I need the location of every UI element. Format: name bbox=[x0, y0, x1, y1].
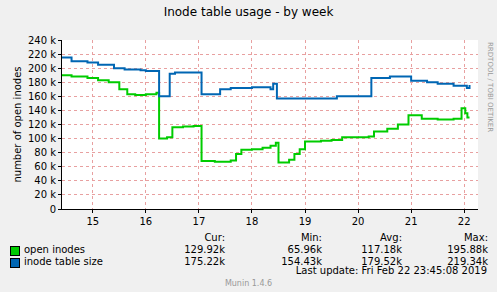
svg-text:100 k: 100 k bbox=[28, 133, 56, 144]
svg-text:19: 19 bbox=[299, 216, 312, 227]
svg-text:number of open inodes: number of open inodes bbox=[12, 66, 23, 182]
svg-text:17: 17 bbox=[193, 216, 206, 227]
svg-text:0: 0 bbox=[50, 204, 56, 215]
svg-text:20: 20 bbox=[352, 216, 365, 227]
svg-text:180 k: 180 k bbox=[28, 77, 56, 88]
svg-text:Inode table usage - by week: Inode table usage - by week bbox=[164, 5, 334, 19]
html-text:inode table size: inode table size bbox=[24, 256, 103, 267]
svg-text:140 k: 140 k bbox=[28, 105, 56, 116]
html-text:65.96k: 65.96k bbox=[287, 244, 322, 255]
html-text:open inodes: open inodes bbox=[24, 244, 86, 255]
svg-text:60 k: 60 k bbox=[34, 161, 56, 172]
html-text:117.18k: 117.18k bbox=[361, 244, 402, 255]
html-text:154.43k: 154.43k bbox=[281, 256, 322, 267]
html-text:Min:: Min: bbox=[300, 232, 322, 243]
svg-text:20 k: 20 k bbox=[34, 189, 56, 200]
html-text:Cur:: Cur: bbox=[204, 232, 225, 243]
svg-text:18: 18 bbox=[246, 216, 259, 227]
svg-text:120 k: 120 k bbox=[28, 119, 56, 130]
html-text:Last update: Fri Feb 22 23:45:: Last update: Fri Feb 22 23:45:08 2019 bbox=[295, 265, 487, 276]
svg-text:160 k: 160 k bbox=[28, 91, 56, 102]
html-text:Munin 1.4.6: Munin 1.4.6 bbox=[224, 279, 273, 288]
html-text:129.92k: 129.92k bbox=[184, 244, 225, 255]
html-text:179.52k: 179.52k bbox=[361, 256, 402, 267]
html-text:Avg:: Avg: bbox=[380, 232, 402, 243]
html-text:219.34k: 219.34k bbox=[447, 256, 488, 267]
html-text:195.88k: 195.88k bbox=[447, 244, 488, 255]
svg-text:21: 21 bbox=[405, 216, 418, 227]
svg-text:80 k: 80 k bbox=[34, 147, 56, 158]
svg-text:40 k: 40 k bbox=[34, 175, 56, 186]
html-text:Max:: Max: bbox=[464, 232, 488, 243]
svg-text:RRDTOOL / TOBI OETIKER: RRDTOOL / TOBI OETIKER bbox=[486, 42, 494, 132]
svg-text:16: 16 bbox=[139, 216, 152, 227]
html-text:175.22k: 175.22k bbox=[184, 256, 225, 267]
svg-text:22: 22 bbox=[458, 216, 471, 227]
svg-text:240 k: 240 k bbox=[28, 35, 56, 46]
svg-text:220 k: 220 k bbox=[28, 49, 56, 60]
svg-text:200 k: 200 k bbox=[28, 63, 56, 74]
svg-text:15: 15 bbox=[86, 216, 99, 227]
